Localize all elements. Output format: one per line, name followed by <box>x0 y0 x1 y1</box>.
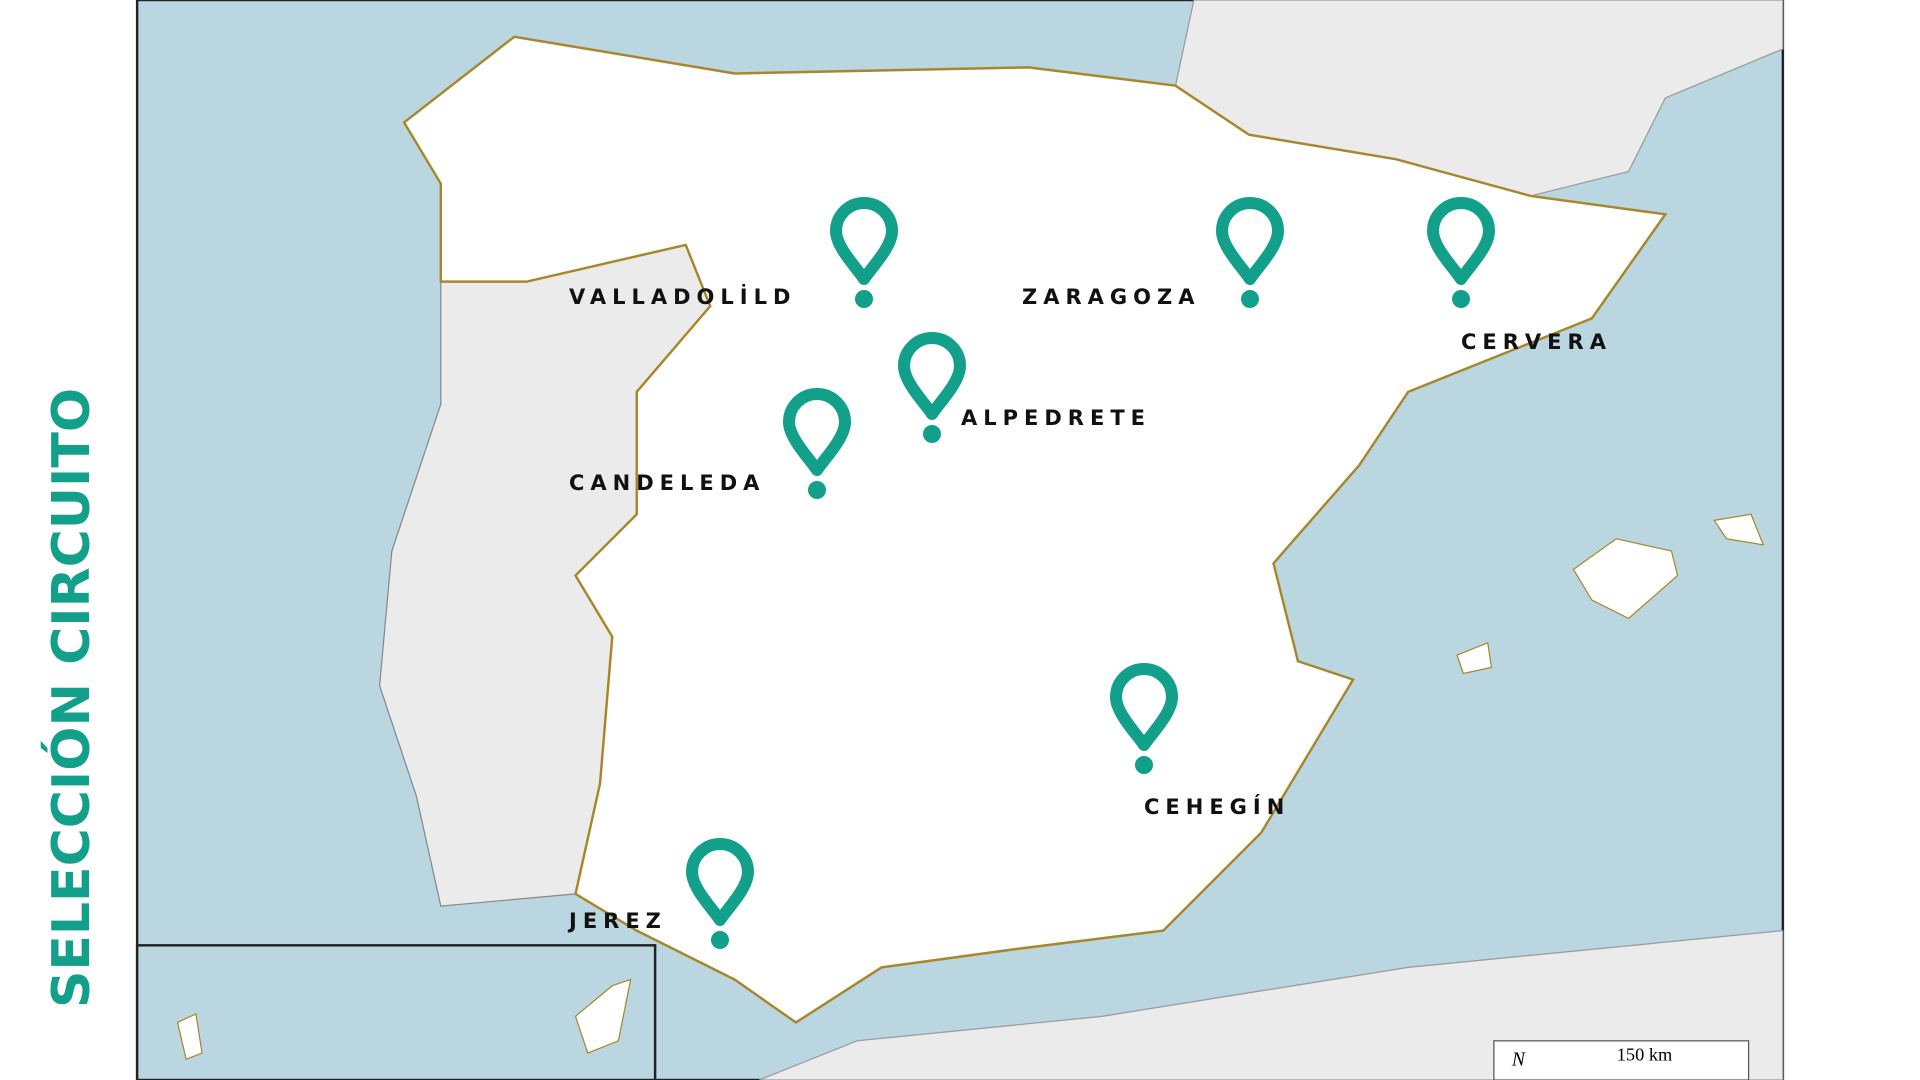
pin-icon <box>686 838 754 926</box>
menorca <box>1713 513 1765 546</box>
title: SELECCIÓN CIRCUITO <box>40 388 102 1008</box>
pin-dot <box>1452 290 1470 308</box>
location-pin[interactable] <box>1427 197 1495 308</box>
location-label: ALPEDRETE <box>961 406 1151 430</box>
scale-label: 150 km <box>1617 1044 1673 1064</box>
location-pin[interactable] <box>898 332 966 443</box>
location-pin[interactable] <box>1110 663 1178 774</box>
pin-icon <box>1427 197 1495 285</box>
pin-icon <box>783 388 851 476</box>
pin-dot <box>855 290 873 308</box>
location-label: VALLADOLİLD <box>569 284 796 309</box>
location-pin[interactable] <box>783 388 851 499</box>
canary-inset <box>135 944 657 1080</box>
island <box>176 1012 203 1061</box>
location-pin[interactable] <box>830 197 898 308</box>
pin-dot <box>711 931 729 949</box>
spain <box>402 35 1668 1024</box>
pin-icon <box>1110 663 1178 751</box>
location-pin[interactable] <box>686 838 754 949</box>
location-label: JEREZ <box>567 909 667 933</box>
location-pin[interactable] <box>1216 197 1284 308</box>
pin-icon <box>830 197 898 285</box>
pin-icon <box>1216 197 1284 285</box>
location-label: CEHEGÍN <box>1144 794 1290 819</box>
location-label: CERVERA <box>1461 330 1612 354</box>
location-label: CANDELEDA <box>569 471 765 495</box>
pin-icon <box>898 332 966 420</box>
location-label: ZARAGOZA <box>1022 285 1200 309</box>
ibiza <box>1456 642 1493 675</box>
scale-box <box>1493 1040 1750 1080</box>
island <box>574 978 632 1054</box>
pin-dot <box>808 481 826 499</box>
map: N 150 km <box>135 0 1785 1080</box>
mallorca <box>1572 538 1679 620</box>
pin-dot <box>1135 756 1153 774</box>
north-label: N <box>1511 1049 1526 1070</box>
pins: VALLADOLİLD ZARAGOZA CERVERA ALPEDRETE CANDE… <box>567 197 1612 949</box>
pin-dot <box>923 425 941 443</box>
pin-dot <box>1241 290 1259 308</box>
